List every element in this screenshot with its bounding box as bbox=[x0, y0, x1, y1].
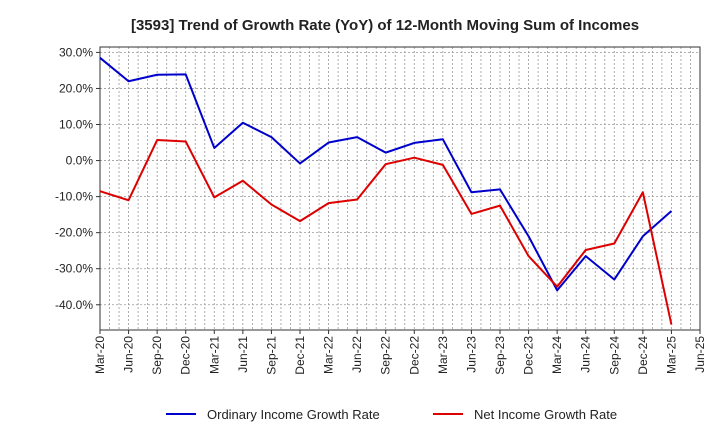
x-tick-label: Sep-23 bbox=[493, 336, 507, 375]
series-line-ordinary-income bbox=[99, 57, 673, 292]
y-tick-label: 30.0% bbox=[59, 45, 93, 59]
y-tick-label: 20.0% bbox=[59, 81, 93, 95]
x-axis-ticks: Mar-20 Jun-20 Sep-20 Dec-20 Mar-21 Jun-21 Sep-… bbox=[93, 330, 707, 375]
y-tick-label: -30.0% bbox=[55, 262, 93, 276]
x-tick-label: Mar-22 bbox=[322, 336, 336, 374]
y-tick-label: -40.0% bbox=[55, 298, 93, 312]
x-tick-label: Mar-24 bbox=[550, 336, 564, 374]
plot-border bbox=[99, 46, 701, 331]
x-tick-label: Jun-25 bbox=[693, 336, 707, 373]
grid bbox=[100, 47, 700, 330]
x-tick-label: Mar-23 bbox=[436, 336, 450, 374]
y-tick-label: -10.0% bbox=[55, 190, 93, 204]
x-tick-label: Sep-22 bbox=[379, 336, 393, 375]
x-tick-label: Dec-24 bbox=[636, 336, 650, 375]
x-tick-label: Dec-21 bbox=[293, 336, 307, 375]
x-tick-label: Jun-24 bbox=[579, 336, 593, 373]
x-tick-label: Jun-22 bbox=[350, 336, 364, 373]
x-tick-label: Mar-20 bbox=[93, 336, 107, 374]
y-tick-label: 0.0% bbox=[66, 154, 94, 168]
legend-label: Ordinary Income Growth Rate bbox=[207, 407, 380, 422]
x-tick-label: Mar-25 bbox=[664, 336, 678, 374]
plot-area-frame bbox=[99, 46, 701, 331]
series-lines bbox=[99, 57, 673, 325]
x-tick-label: Sep-24 bbox=[607, 336, 621, 375]
x-tick-label: Jun-23 bbox=[464, 336, 478, 373]
y-tick-label: 10.0% bbox=[59, 118, 93, 132]
y-axis-ticks: 30.0% 20.0% 10.0% 0.0% -10.0% -20.0% -30.0% -40… bbox=[55, 45, 100, 312]
chart-title: [3593] Trend of Growth Rate (YoY) of 12-… bbox=[131, 17, 639, 34]
x-tick-label: Sep-20 bbox=[150, 336, 164, 375]
x-tick-label: Jun-20 bbox=[122, 336, 136, 373]
x-tick-label: Mar-21 bbox=[207, 336, 221, 374]
legend-label: Net Income Growth Rate bbox=[474, 407, 617, 422]
x-tick-label: Dec-23 bbox=[522, 336, 536, 375]
x-tick-label: Sep-21 bbox=[264, 336, 278, 375]
x-tick-label: Dec-20 bbox=[179, 336, 193, 375]
series-line-net-income bbox=[99, 139, 673, 325]
x-tick-label: Jun-21 bbox=[236, 336, 250, 373]
x-tick-label: Dec-22 bbox=[407, 336, 421, 375]
legend: Ordinary Income Growth Rate Net Income Gr… bbox=[166, 407, 617, 422]
y-tick-label: -20.0% bbox=[55, 226, 93, 240]
